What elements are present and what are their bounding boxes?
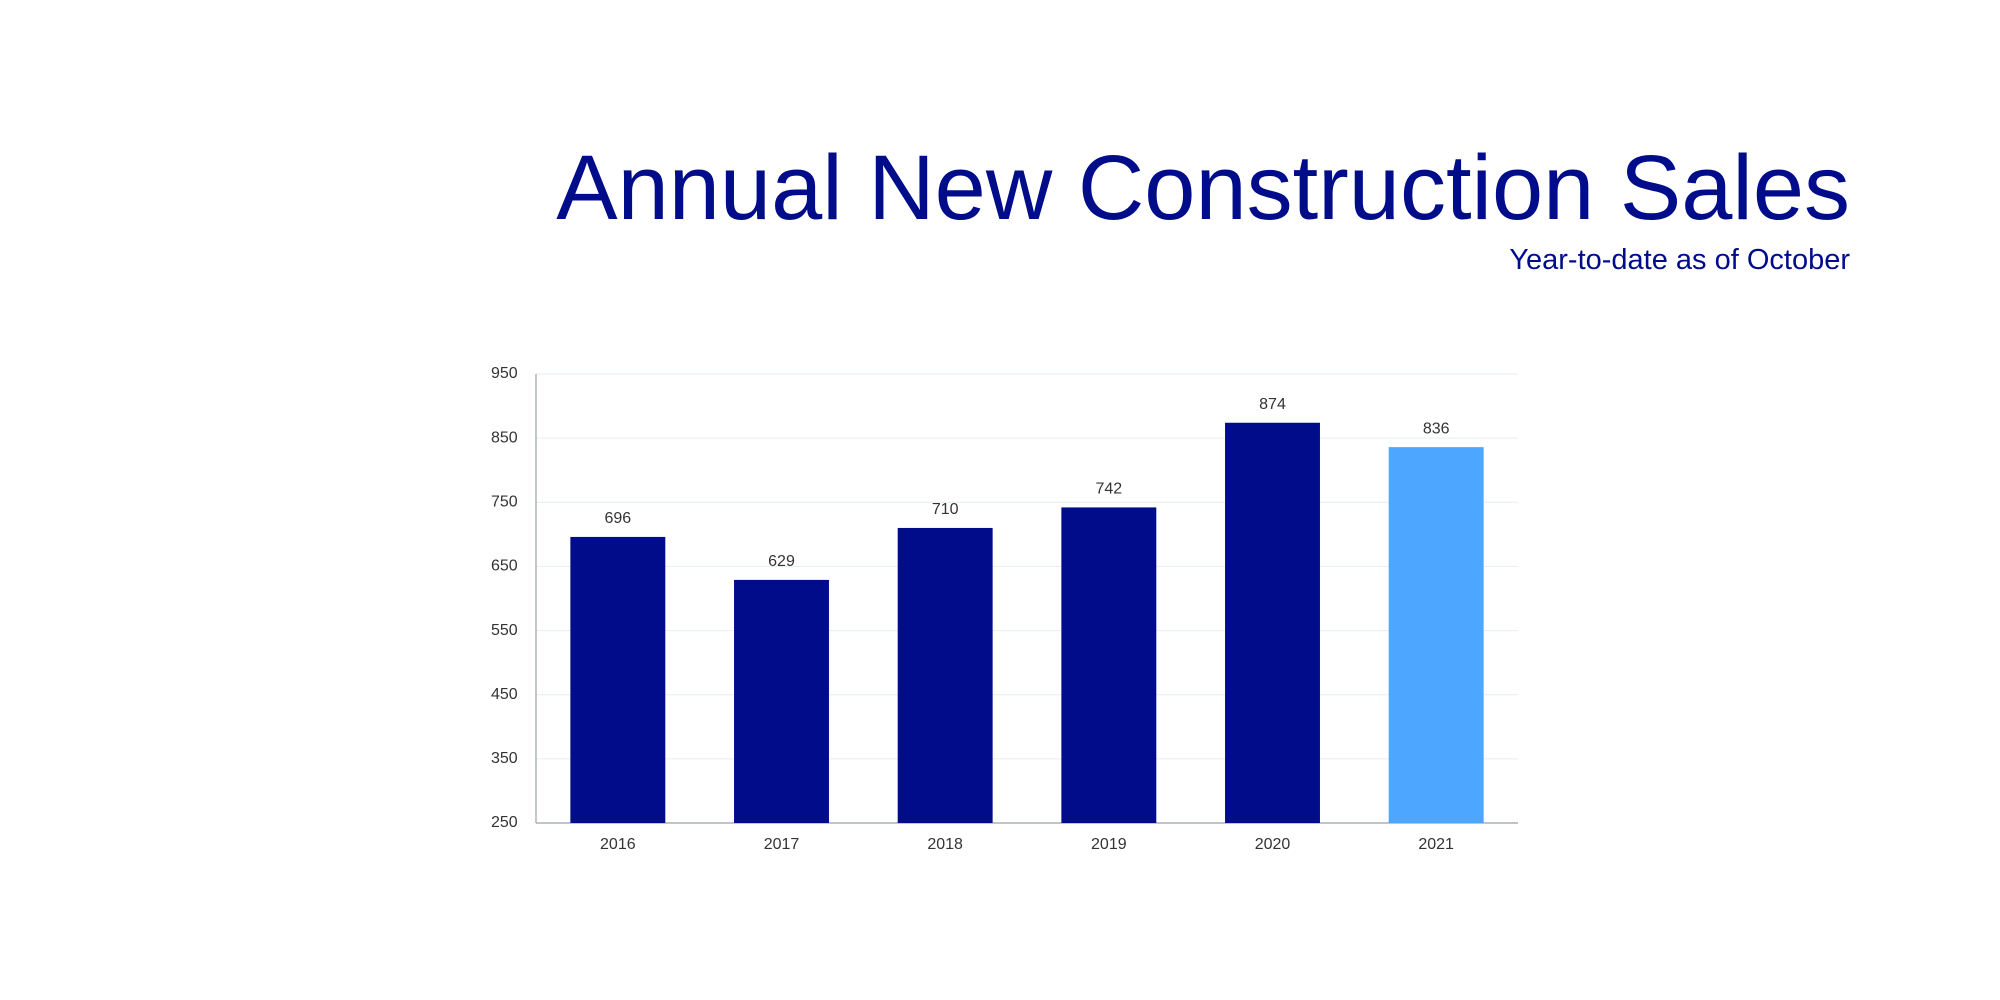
y-tick-label: 650 — [491, 558, 518, 575]
bar — [1388, 447, 1484, 823]
x-tick-label: 2020 — [1255, 836, 1291, 853]
chart-subtitle: Year-to-date as of October — [1509, 244, 1850, 276]
y-tick-label: 350 — [491, 750, 518, 767]
value-label: 710 — [932, 501, 959, 518]
y-tick-label: 250 — [491, 814, 518, 831]
x-tick-label: 2016 — [600, 836, 636, 853]
value-label: 874 — [1259, 396, 1286, 413]
bar — [1061, 507, 1157, 823]
bar — [734, 579, 829, 823]
y-tick-label: 750 — [491, 494, 518, 511]
y-tick-label: 550 — [491, 622, 518, 639]
value-label: 629 — [768, 553, 795, 570]
y-tick-label: 950 — [491, 365, 518, 382]
value-label: 836 — [1423, 420, 1450, 437]
x-tick-label: 2019 — [1091, 836, 1127, 853]
bar — [1225, 422, 1320, 823]
x-tick-label: 2021 — [1418, 836, 1454, 853]
y-tick-label: 850 — [491, 429, 518, 446]
bar — [570, 536, 666, 823]
x-tick-label: 2017 — [764, 836, 800, 853]
chart-title: Annual New Construction Sales — [556, 137, 1850, 239]
x-tick-label: 2018 — [927, 836, 963, 853]
value-label: 742 — [1095, 481, 1122, 498]
y-tick-label: 450 — [491, 686, 518, 703]
value-label: 696 — [604, 510, 631, 527]
bar — [897, 527, 993, 823]
